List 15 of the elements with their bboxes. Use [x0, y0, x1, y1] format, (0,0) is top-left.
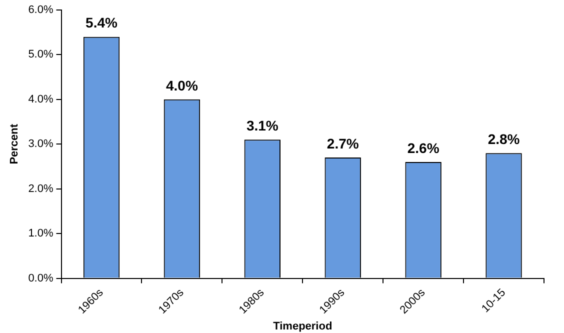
data-label: 5.4% — [86, 14, 118, 31]
data-label: 2.8% — [488, 130, 520, 147]
data-label: 2.7% — [326, 135, 360, 152]
y-tick-label: 1.0% — [28, 228, 54, 240]
y-tick-label: 5.0% — [28, 48, 54, 61]
y-tick-label: 6.0% — [28, 4, 54, 16]
y-tick-label: 0.0% — [28, 272, 54, 284]
data-label: 3.1% — [246, 118, 279, 134]
y-tick-label: 4.0% — [28, 93, 54, 106]
data-label: 4.0% — [166, 77, 198, 94]
y-tick-label: 2.0% — [28, 182, 54, 195]
data-label: 2.6% — [407, 140, 440, 156]
y-tick-label: 3.0% — [28, 138, 54, 150]
x-axis-title: Timeperiod — [273, 320, 332, 332]
y-axis-title: Percent — [8, 124, 21, 164]
